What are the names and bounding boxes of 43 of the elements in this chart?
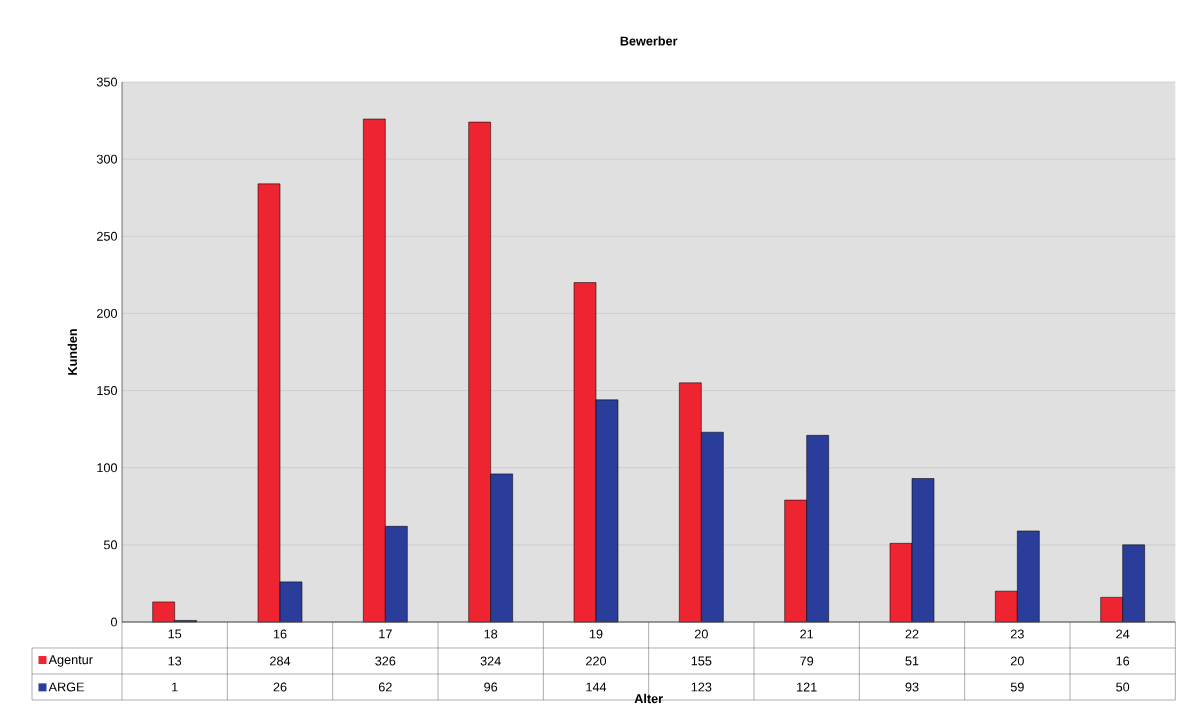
y-tick-label: 100 [97, 463, 118, 473]
legend-label: Agentur [48, 655, 93, 667]
legend-label: ARGE [48, 682, 84, 692]
y-tick-label: 0 [110, 617, 118, 627]
y-tick-label: 350 [96, 77, 118, 87]
data-label: 93 [905, 682, 919, 692]
x-tick-label: 20 [694, 629, 708, 639]
data-label: 155 [691, 656, 712, 666]
data-label: 1 [172, 682, 178, 692]
y-tick-label: 200 [97, 308, 118, 318]
x-tick-label: 15 [168, 629, 182, 639]
data-label: 121 [797, 682, 817, 692]
data-label: 59 [1010, 682, 1024, 692]
data-label: 13 [168, 656, 182, 666]
data-label: 144 [586, 682, 607, 692]
data-label: 324 [480, 656, 501, 666]
x-tick-label: 24 [1116, 629, 1130, 639]
x-tick-label: 16 [273, 629, 287, 639]
chart-title: Bewerber [620, 36, 678, 46]
x-tick-label: 18 [484, 629, 498, 639]
x-tick-label: 21 [800, 629, 814, 639]
data-label: 50 [1116, 682, 1130, 692]
data-label: 26 [273, 682, 287, 692]
data-label: 79 [800, 656, 814, 666]
data-label: 20 [1010, 656, 1024, 666]
data-label: 96 [484, 682, 498, 692]
x-tick-label: 22 [905, 629, 919, 639]
x-tick-label: 19 [589, 629, 603, 639]
y-tick-label: 50 [103, 540, 118, 550]
data-label: 326 [375, 656, 396, 666]
y-tick-label: 300 [96, 154, 118, 164]
x-axis-title: Alter [634, 693, 663, 704]
data-label: 284 [270, 656, 291, 666]
x-tick-label: 23 [1010, 629, 1024, 639]
y-tick-label: 150 [97, 386, 118, 396]
x-tick-label: 17 [379, 629, 392, 639]
y-tick-label: 250 [97, 231, 118, 241]
data-label: 220 [586, 656, 607, 666]
data-label: 62 [378, 682, 392, 692]
y-axis-title: Kunden [67, 329, 78, 375]
data-label: 123 [691, 682, 712, 692]
data-label: 16 [1116, 656, 1130, 666]
data-label: 51 [905, 656, 919, 666]
